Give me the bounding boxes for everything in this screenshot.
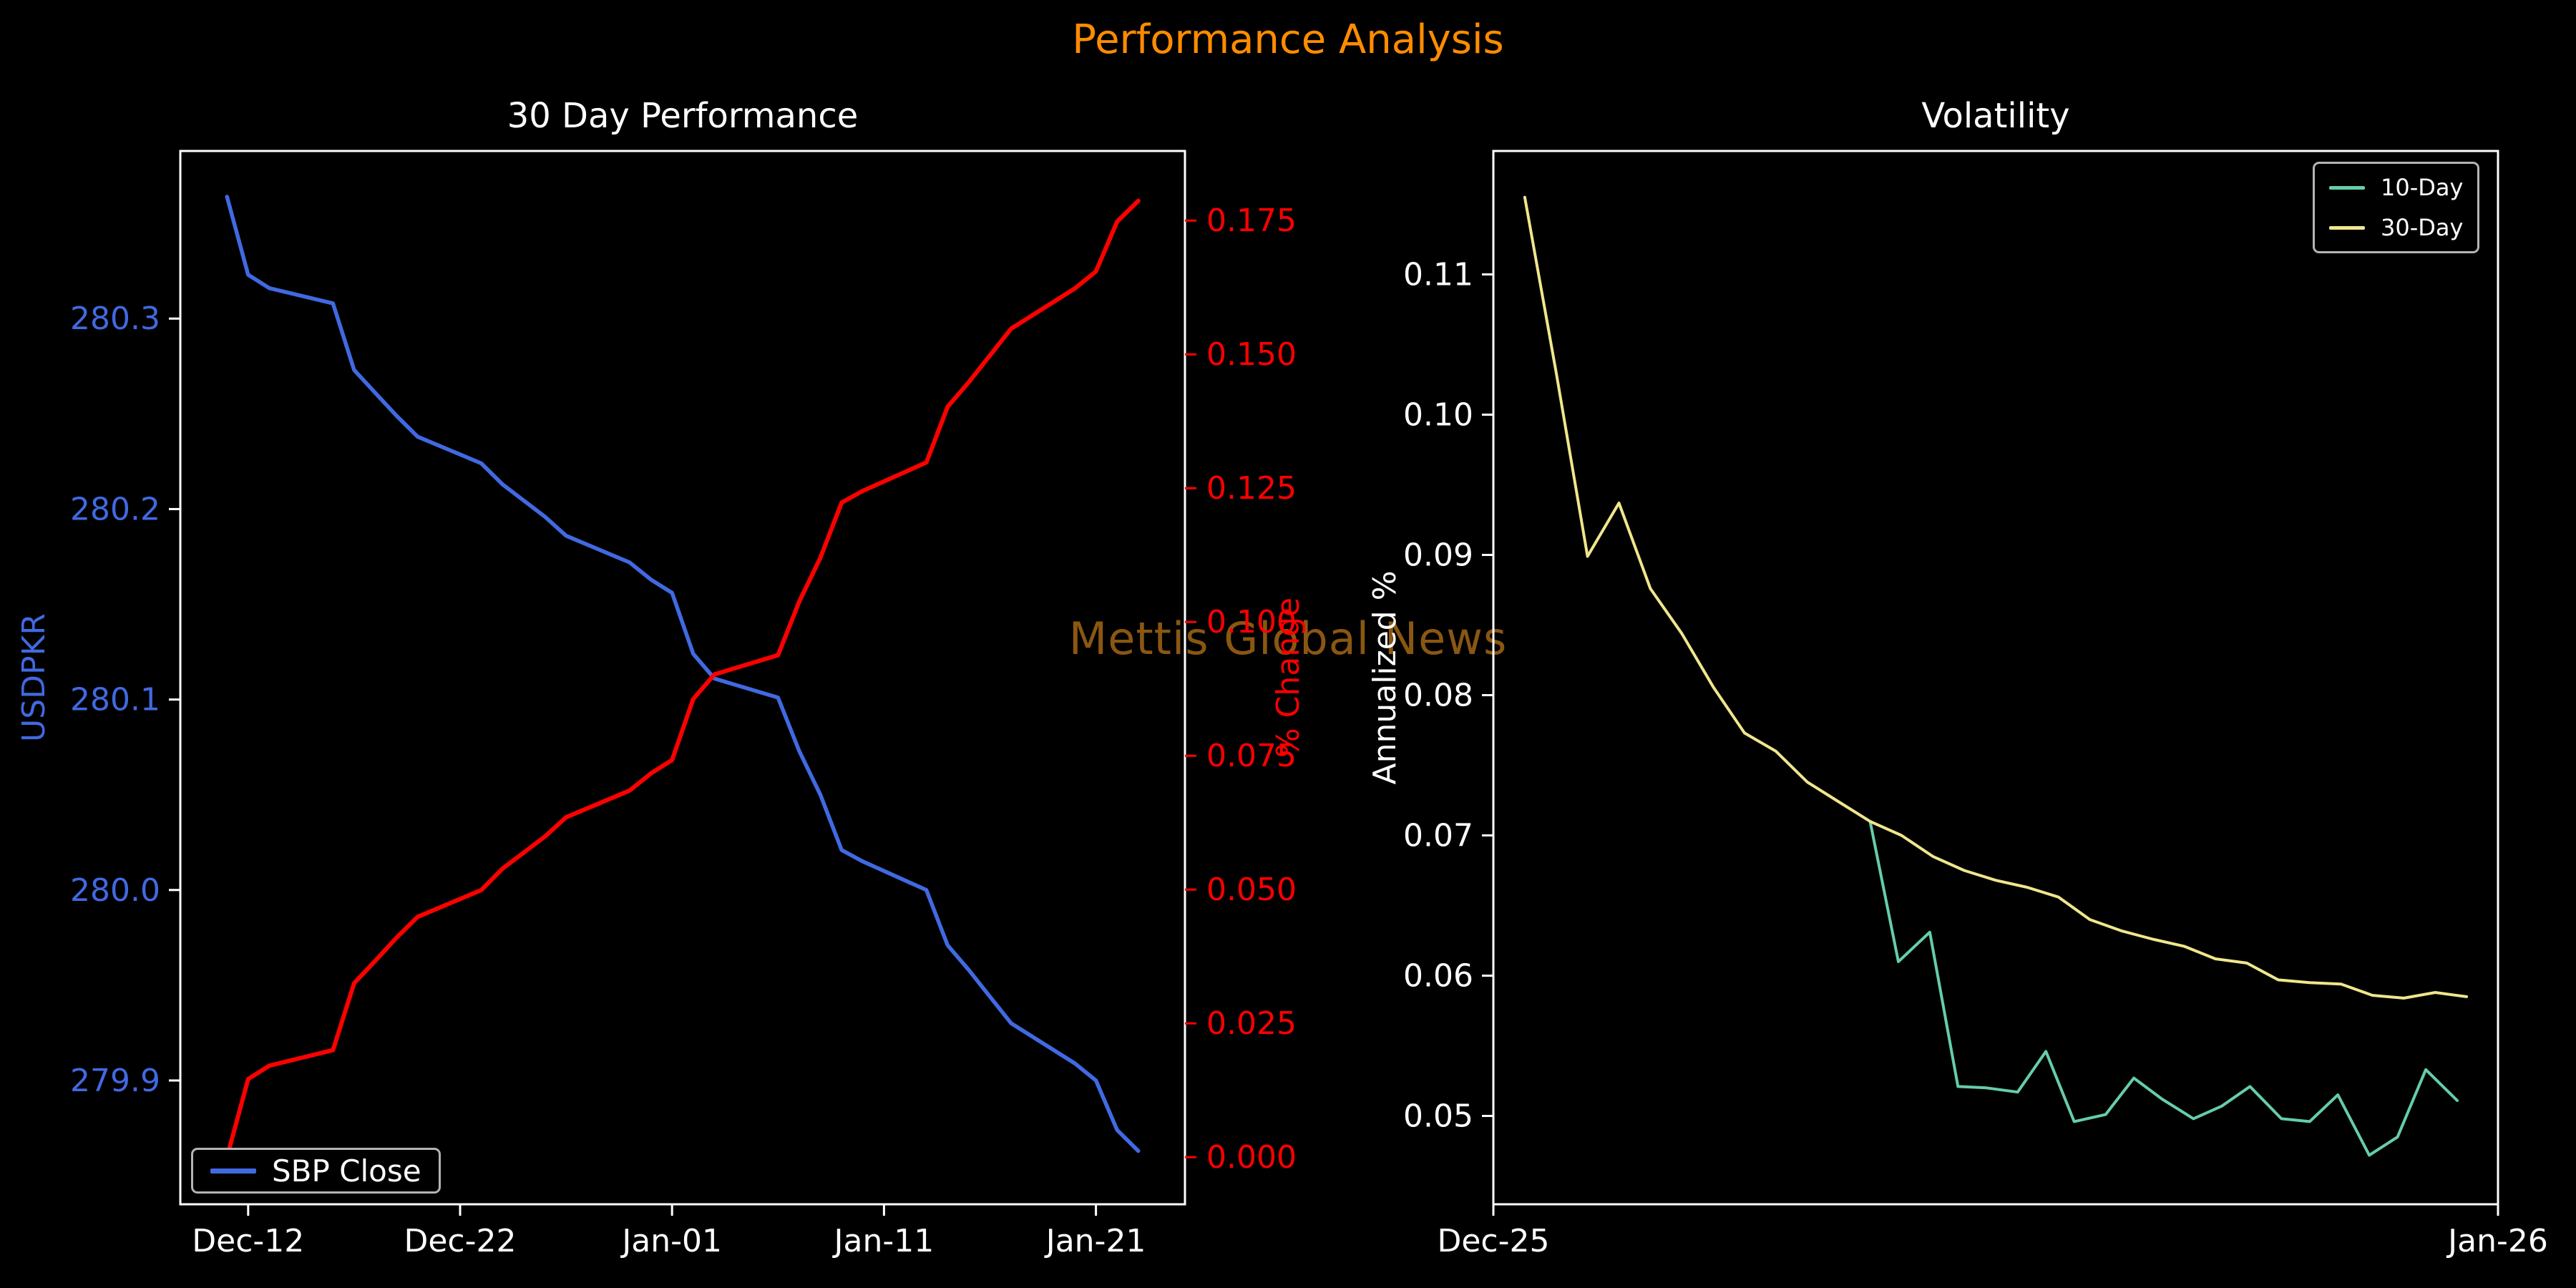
legend-swatch-sbp-close	[210, 1168, 256, 1174]
y-axis-label--change: % Change	[1270, 597, 1307, 758]
y-tick-label-left: 0.06	[1403, 958, 1473, 995]
y-tick-label-left: 0.08	[1403, 678, 1473, 714]
y-tick-label-right: 0.125	[1206, 470, 1297, 507]
series-line--change	[225, 198, 1141, 1160]
volatility-legend: 10-Day 30-Day	[2313, 162, 2480, 253]
chart-performance: Dec-12 Dec-22 Jan-01 Jan-11 Jan-21 279.9 280.0…	[16, 150, 1307, 1259]
y-tick-label-right: 0.075	[1206, 738, 1297, 774]
chart-volatility: Dec-25 Jan-26 0.05 0.06 0.07 0.08 0.09 0.10 0.11…	[1367, 150, 2548, 1259]
legend-item-30-day: 30-Day	[2329, 214, 2463, 241]
x-tick-label: Jan-11	[832, 1223, 935, 1259]
figure-title: Performance Analysis	[1072, 16, 1504, 63]
watermark: Mettis Global News	[1068, 613, 1508, 665]
plot-border	[179, 150, 1186, 1206]
y-axis-label-usdpkr: USDPKR	[16, 613, 52, 742]
y-tick-label-left: 0.10	[1403, 396, 1473, 433]
legend-label: SBP Close	[272, 1153, 421, 1189]
y-axis-label-annualized-: Annualized %	[1367, 570, 1403, 784]
y-tick-label-left: 280.1	[70, 682, 160, 718]
y-tick-label-right: 0.175	[1206, 203, 1297, 239]
y-tick-label-left: 279.9	[70, 1063, 160, 1099]
y-tick-label-left: 0.05	[1403, 1098, 1473, 1135]
series-line-30-day	[1523, 195, 2469, 1000]
plot-border	[1492, 150, 2499, 1206]
y-tick-label-right: 0.050	[1206, 872, 1297, 908]
y-tick-label-right: 0.100	[1206, 604, 1297, 640]
y-tick-label-left: 280.0	[70, 872, 160, 909]
x-tick-label: Jan-26	[2446, 1223, 2548, 1259]
x-tick-label: Dec-12	[192, 1223, 304, 1259]
y-tick-label-left: 0.11	[1403, 256, 1473, 293]
y-tick-label-left: 0.07	[1403, 818, 1473, 854]
y-tick-label-left: 0.09	[1403, 537, 1473, 573]
performance-legend: SBP Close	[191, 1148, 441, 1194]
x-tick-label: Dec-22	[404, 1223, 516, 1259]
y-tick-label-left: 280.3	[70, 301, 160, 337]
performance-chart-title: 30 Day Performance	[507, 96, 859, 136]
legend-item-10-day: 10-Day	[2329, 174, 2463, 201]
legend-label: 10-Day	[2381, 174, 2464, 201]
y-tick-label-left: 280.2	[70, 491, 160, 527]
legend-item-sbp-close: SBP Close	[210, 1153, 421, 1189]
x-tick-label: Jan-21	[1044, 1223, 1146, 1259]
series-line-sbp-close	[225, 195, 1141, 1153]
volatility-chart-title: Volatility	[1921, 96, 2070, 136]
y-tick-label-right: 0.000	[1206, 1139, 1297, 1176]
y-tick-label-right: 0.150	[1206, 336, 1297, 373]
legend-swatch-10-day	[2329, 185, 2365, 190]
x-tick-label: Jan-01	[620, 1223, 722, 1259]
legend-swatch-30-day	[2329, 225, 2365, 230]
series-line-10-day	[1868, 819, 2459, 1157]
legend-label: 30-Day	[2381, 214, 2464, 241]
y-tick-label-right: 0.025	[1206, 1005, 1297, 1042]
x-tick-label: Dec-25	[1437, 1223, 1549, 1259]
